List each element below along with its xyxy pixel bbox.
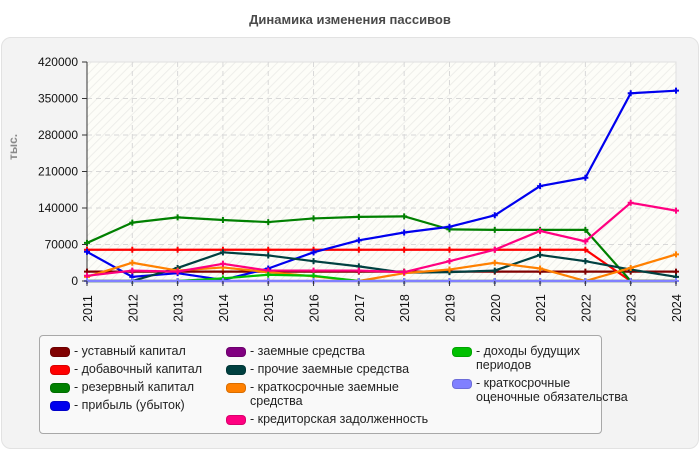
series-line — [84, 199, 679, 279]
legend-swatch-icon — [50, 383, 70, 393]
legend-swatch-icon — [226, 383, 246, 393]
legend-item: - краткосрочные заемные средства — [226, 380, 436, 408]
y-tick-label: 210000 — [38, 165, 78, 179]
x-tick-label: 2015 — [262, 294, 276, 322]
legend-swatch-icon — [452, 379, 472, 389]
legend-label: - заемные средства — [250, 344, 365, 358]
legend-swatch-icon — [50, 365, 70, 375]
legend-item: - резервный капитал — [50, 380, 230, 394]
line-chart: 0 70000 140000 210000 280000 350000 420000 201… — [38, 55, 684, 322]
legend-label: - резервный капитал — [74, 380, 195, 394]
grid-lines — [87, 62, 676, 281]
legend-item: - краткосрочные оценочные обязательства — [452, 376, 632, 404]
x-tick-label: 2018 — [398, 294, 412, 322]
legend: - уставный капитал - добавочный капитал - … — [39, 335, 628, 434]
series-lines — [84, 87, 679, 284]
y-axis-ticks: 0 70000 140000 210000 280000 350000 420000 — [38, 55, 87, 288]
x-tick-label: 2017 — [353, 294, 367, 322]
legend-item: - заемные средства — [226, 344, 436, 358]
legend-swatch-icon — [50, 347, 70, 357]
x-tick-label: 2019 — [443, 294, 457, 322]
legend-item: - кредиторская задолженность — [226, 412, 436, 426]
x-tick-label: 2021 — [534, 294, 548, 322]
legend-label: - прибыль (убыток) — [74, 398, 185, 412]
legend-label: - добавочный капитал — [74, 362, 203, 376]
chart-title: Динамика изменения пассивов — [249, 12, 451, 27]
legend-label: - краткосрочные оценочные обязательства — [476, 376, 628, 404]
x-tick-label: 2016 — [308, 294, 322, 322]
legend-label: - уставный капитал — [74, 344, 186, 358]
x-tick-label: 2011 — [81, 295, 95, 322]
x-tick-label: 2022 — [579, 294, 593, 322]
legend-swatch-icon — [50, 401, 70, 411]
x-tick-label: 2024 — [670, 294, 684, 322]
y-tick-label: 420000 — [38, 55, 78, 69]
legend-column-1: - уставный капитал - добавочный капитал - … — [50, 344, 230, 416]
x-tick-label: 2020 — [489, 294, 503, 322]
legend-item: - доходы будущих периодов — [452, 344, 632, 372]
legend-swatch-icon — [452, 347, 472, 357]
y-tick-label: 280000 — [38, 128, 78, 142]
legend-item: - уставный капитал — [50, 344, 230, 358]
legend-item: - прочие заемные средства — [226, 362, 436, 376]
legend-label: - кредиторская задолженность — [250, 412, 429, 426]
legend-item: - добавочный капитал — [50, 362, 230, 376]
y-tick-label: 70000 — [45, 238, 79, 252]
y-tick-label: 140000 — [38, 201, 78, 215]
x-tick-label: 2014 — [217, 294, 231, 322]
x-tick-label: 2012 — [126, 294, 140, 322]
legend-swatch-icon — [226, 347, 246, 357]
legend-item: - прибыль (убыток) — [50, 398, 230, 412]
legend-column-3: - доходы будущих периодов - краткосрочные… — [452, 344, 632, 408]
x-tick-label: 2023 — [625, 294, 639, 322]
x-axis-ticks: 2011 2012 2013 2014 2015 2016 2017 2018 2019 2020… — [81, 281, 684, 322]
legend-column-2: - заемные средства - прочие заемные средс… — [226, 344, 436, 430]
legend-label: - доходы будущих периодов — [476, 344, 581, 372]
x-tick-label: 2013 — [172, 294, 186, 322]
legend-label: - прочие заемные средства — [250, 362, 410, 376]
legend-swatch-icon — [226, 365, 246, 375]
y-tick-label: 350000 — [38, 92, 78, 106]
legend-swatch-icon — [226, 415, 246, 425]
legend-label: - краткосрочные заемные средства — [250, 380, 399, 408]
y-tick-label: 0 — [71, 274, 78, 288]
